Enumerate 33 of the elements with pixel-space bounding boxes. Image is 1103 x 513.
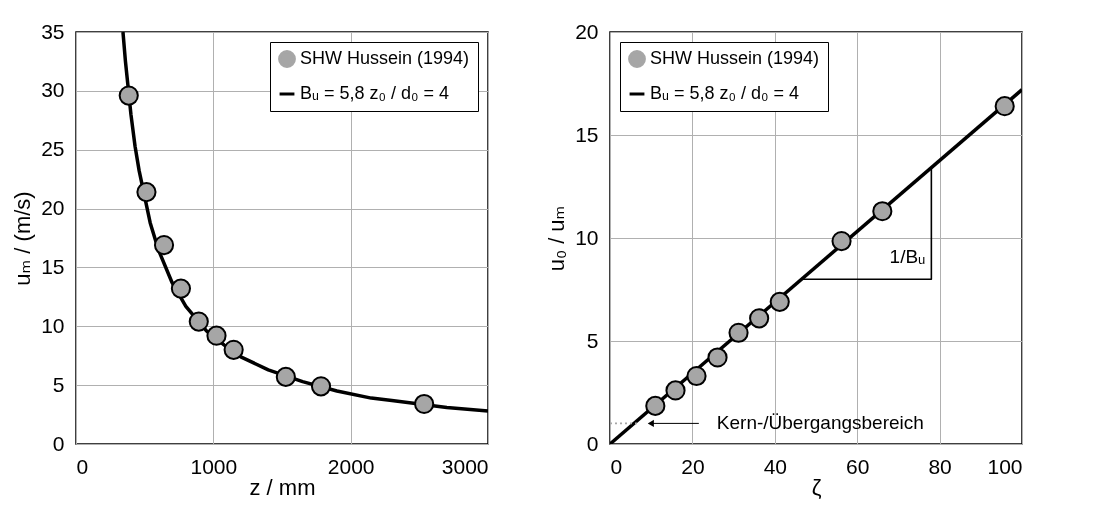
legend-label: SHW Hussein (1994)	[650, 48, 820, 68]
x-tick-label: 60	[846, 454, 870, 478]
x-tick-label: 40	[763, 454, 787, 478]
y-tick-label: 5	[52, 372, 65, 396]
y-tick-label: 5	[586, 328, 599, 352]
y-tick-label: 25	[41, 137, 65, 161]
x-tick-label: 80	[928, 454, 952, 478]
y-tick-label: 15	[575, 122, 599, 146]
y-axis-title: uₘ / (m/s)	[10, 191, 36, 286]
y-tick-label: 15	[41, 254, 65, 278]
legend-label: SHW Hussein (1994)	[300, 48, 470, 68]
y-tick-label: 20	[41, 196, 65, 220]
y-tick-label: 10	[575, 225, 599, 249]
y-tick-label: 10	[41, 313, 65, 337]
x-tick-label: 3000	[441, 454, 489, 478]
x-tick-label: 1000	[190, 454, 238, 478]
y-tick-label: 0	[52, 431, 65, 455]
x-tick-label: 0	[610, 454, 623, 478]
annotation: Kern-/Übergangsbereich	[716, 412, 924, 434]
x-tick-label: 2000	[327, 454, 375, 478]
x-axis-title: z / mm	[249, 474, 316, 500]
y-tick-label: 30	[41, 78, 65, 102]
x-tick-label: 20	[681, 454, 705, 478]
legend-label: Bᵤ = 5,8 z₀ / d₀ = 4	[650, 83, 799, 103]
legend-label: Bᵤ = 5,8 z₀ / d₀ = 4	[300, 83, 449, 103]
y-axis-title: u₀ / uₘ	[544, 205, 570, 272]
x-axis-title: ζ	[811, 474, 822, 500]
y-tick-label: 0	[586, 431, 599, 455]
x-tick-label: 100	[987, 454, 1023, 478]
y-tick-label: 35	[41, 19, 65, 43]
y-tick-label: 20	[575, 19, 599, 43]
annotation: 1/Bᵤ	[889, 246, 926, 268]
x-tick-label: 0	[76, 454, 89, 478]
